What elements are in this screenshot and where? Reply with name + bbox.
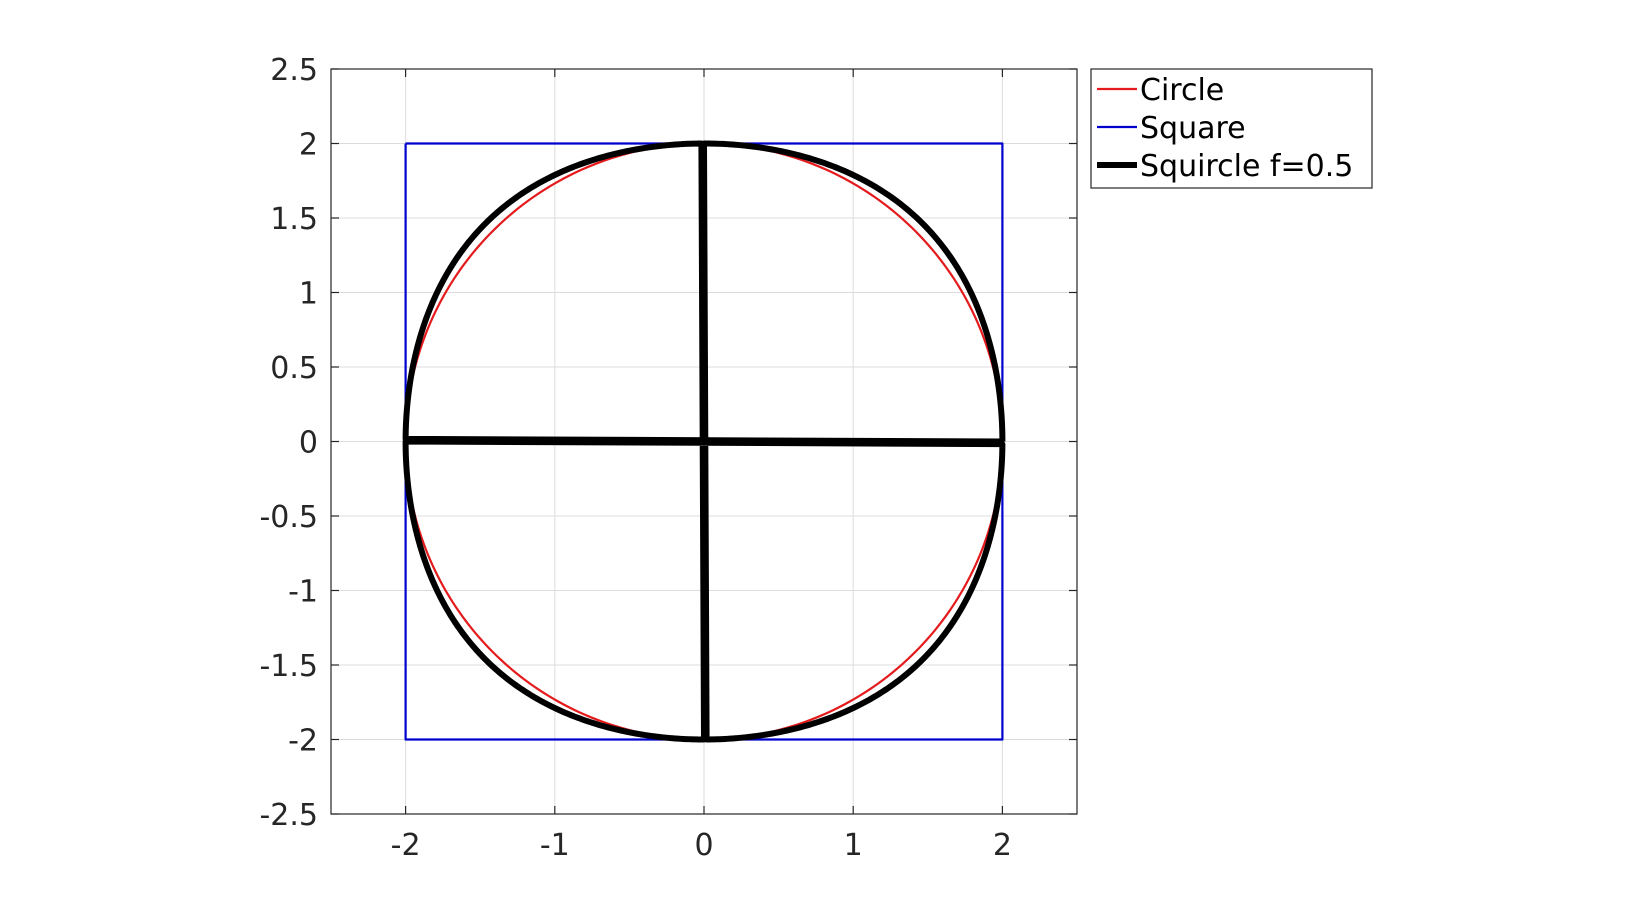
x-tick-labels: -2 -1 0 1 2 (391, 828, 1012, 863)
y-tick-label: -1.5 (259, 649, 318, 684)
y-tick-label: 0 (299, 426, 318, 461)
series-square-line (404, 142, 1004, 741)
y-tick-label: 2 (299, 128, 318, 163)
y-tick-label: 0.5 (270, 351, 318, 386)
y-tick-labels: 2.5 2 1.5 1 0.5 0 -0.5 -1 -1.5 -2 -2.5 (259, 53, 318, 833)
y-tick-label: -2 (288, 724, 318, 759)
y-tick-label: 2.5 (270, 53, 318, 88)
legend-box (1090, 68, 1373, 189)
legend-square-label: Square (1140, 111, 1246, 146)
legend-squircle-f-0-5-label: Squircle f=0.5 (1140, 149, 1353, 184)
y-tick-label: 1 (299, 277, 318, 312)
x-tick-label: 2 (993, 828, 1012, 863)
x-tick-label: 1 (844, 828, 863, 863)
y-tick-label: -0.5 (259, 500, 318, 535)
x-tick-label: -1 (540, 828, 570, 863)
x-tick-label: 0 (694, 828, 713, 863)
tick-marks (331, 68, 1077, 815)
series-layer (402, 140, 1006, 743)
x-tick-label: -2 (391, 828, 421, 863)
legend-circle-label: Circle (1140, 73, 1224, 108)
y-tick-label: -2.5 (259, 798, 318, 833)
y-tick-label: 1.5 (270, 202, 318, 237)
y-tick-label: -1 (288, 575, 318, 610)
series-squircle-f-0-5-line (402, 140, 1006, 743)
